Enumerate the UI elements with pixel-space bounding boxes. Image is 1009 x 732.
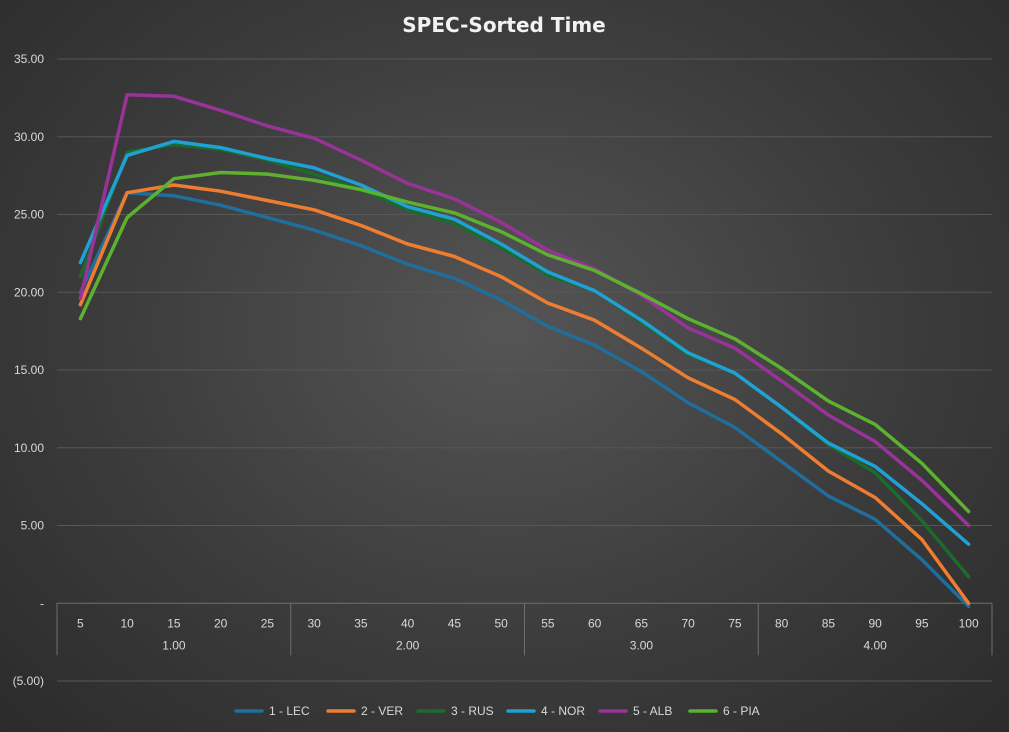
series-line: [78, 190, 971, 609]
legend-label: 2 - VER: [361, 704, 403, 718]
y-tick-label: 35.00: [14, 52, 44, 66]
series-line: [78, 142, 971, 579]
x-tick-label: 35: [354, 616, 368, 630]
y-tick-label: 5.00: [21, 519, 45, 533]
series-line: [78, 93, 971, 528]
series-lines: [78, 93, 971, 609]
legend-label: 3 - RUS: [451, 704, 494, 718]
legend-item: 6 - PIA: [688, 704, 760, 718]
x-group-label: 3.00: [630, 638, 654, 652]
x-tick-label: 90: [868, 616, 882, 630]
x-group-label: 1.00: [162, 638, 186, 652]
x-tick-label: 75: [728, 616, 742, 630]
x-group-label: 2.00: [396, 638, 420, 652]
legend: 1 - LEC 2 - VER 3 - RUS 4 - NOR 5 - ALB 6 - P…: [234, 704, 760, 718]
y-tick-label: 20.00: [14, 285, 44, 299]
x-tick-label: 100: [959, 616, 979, 630]
legend-item: 4 - NOR: [506, 704, 585, 718]
x-tick-label: 55: [541, 616, 555, 630]
y-tick-label: -: [40, 596, 44, 610]
y-tick-label: (5.00): [13, 674, 44, 688]
y-tick-label: 10.00: [14, 441, 44, 455]
legend-label: 4 - NOR: [541, 704, 585, 718]
legend-label: 6 - PIA: [723, 704, 760, 718]
x-tick-label: 10: [120, 616, 134, 630]
x-group-label: 4.00: [863, 638, 887, 652]
x-tick-label: 15: [167, 616, 181, 630]
series-line: [78, 183, 971, 606]
y-axis: 35.00 30.00 25.00 20.00 15.00 10.00 5.00 - (5.00…: [13, 52, 45, 688]
x-tick-label: 80: [775, 616, 789, 630]
x-axis: 5 10 15 20 25 30 35 40 45 50 55 60 65 70 75 80 85 90 95 100…: [56, 603, 993, 656]
y-tick-label: 15.00: [14, 363, 44, 377]
x-tick-label: 20: [214, 616, 228, 630]
legend-item: 5 - ALB: [598, 704, 672, 718]
x-tick-label: 25: [261, 616, 275, 630]
series-line: [78, 170, 971, 514]
legend-item: 1 - LEC: [234, 704, 310, 718]
legend-item: 3 - RUS: [416, 704, 494, 718]
legend-label: 1 - LEC: [269, 704, 310, 718]
x-tick-label: 45: [448, 616, 462, 630]
series-line: [78, 139, 971, 546]
y-tick-label: 25.00: [14, 208, 44, 222]
x-tick-label: 95: [915, 616, 929, 630]
y-tick-label: 30.00: [14, 130, 44, 144]
x-tick-label: 65: [635, 616, 649, 630]
x-tick-label: 40: [401, 616, 415, 630]
x-tick-label: 85: [822, 616, 836, 630]
x-tick-label: 60: [588, 616, 602, 630]
x-tick-label: 50: [494, 616, 508, 630]
x-tick-label: 5: [77, 616, 84, 630]
legend-item: 2 - VER: [326, 704, 403, 718]
x-tick-label: 30: [307, 616, 321, 630]
chart-title: SPEC-Sorted Time: [402, 13, 605, 37]
legend-label: 5 - ALB: [633, 704, 672, 718]
gridlines: [57, 58, 992, 682]
x-tick-label: 70: [681, 616, 695, 630]
